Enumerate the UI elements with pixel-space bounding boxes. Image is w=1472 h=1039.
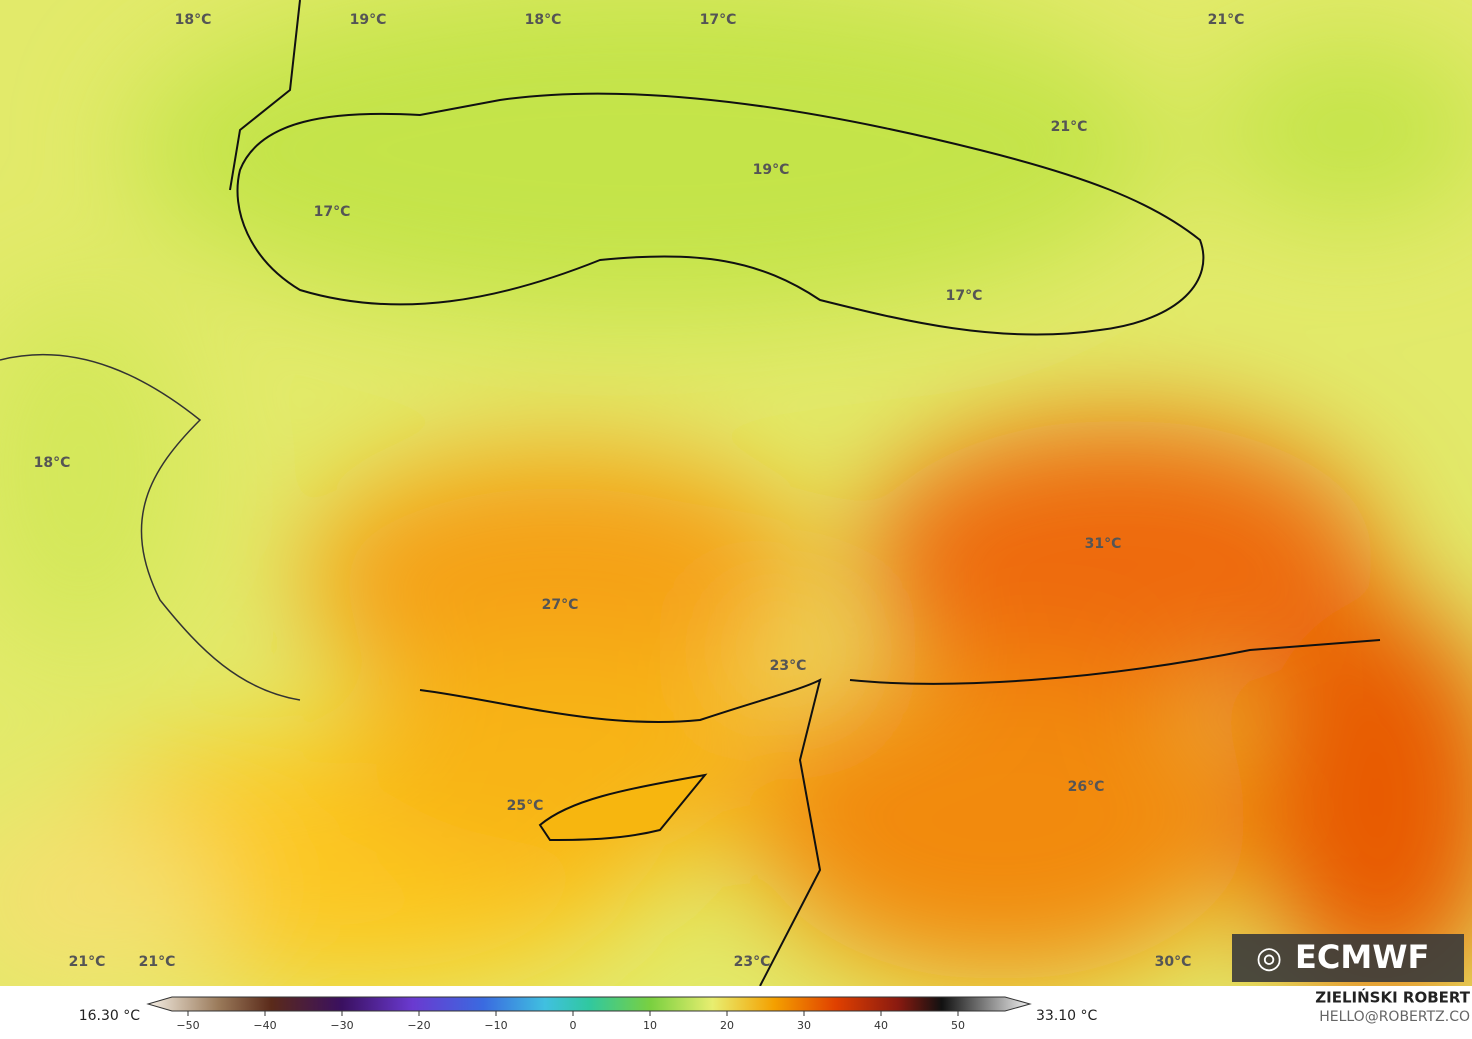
temperature-label: 17°C [946, 288, 983, 304]
colorbar-tick-label: −10 [484, 1019, 507, 1032]
colorbar-tick-label: −50 [176, 1019, 199, 1032]
temperature-label: 30°C [1155, 954, 1192, 970]
logo-mark: ◎ [1256, 941, 1282, 976]
colorbar-tick-label: 10 [643, 1019, 657, 1032]
colorbar-tick-label: 40 [874, 1019, 888, 1032]
logo-box [1232, 934, 1464, 982]
temperature-label: 19°C [753, 162, 790, 178]
temperature-label: 19°C [350, 12, 387, 28]
temperature-label: 21°C [1208, 12, 1245, 28]
colorbar-tick-label: 0 [570, 1019, 577, 1032]
temperature-label: 23°C [734, 954, 771, 970]
colorbar-min: 16.30 °C [79, 1008, 141, 1024]
temperature-label: 21°C [1051, 119, 1088, 135]
temperature-label: 21°C [69, 954, 106, 970]
temperature-label: 25°C [507, 798, 544, 814]
map-field [0, 0, 1472, 986]
temperature-label: 21°C [139, 954, 176, 970]
credit-email: HELLO@ROBERTZ.CO [1319, 1009, 1470, 1025]
colorbar-tick-label: 30 [797, 1019, 811, 1032]
temperature-label: 26°C [1068, 779, 1105, 795]
colorbar-tick-label: −40 [253, 1019, 276, 1032]
temperature-label: 31°C [1085, 536, 1122, 552]
logo: ECMWF [1295, 938, 1429, 976]
colorbar-tick-label: 20 [720, 1019, 734, 1032]
temperature-label: 17°C [700, 12, 737, 28]
colorbar-tick-label: 50 [951, 1019, 965, 1032]
colorbar-tick-label: −20 [407, 1019, 430, 1032]
temperature-label: 17°C [314, 204, 351, 220]
temperature-label: 27°C [542, 597, 579, 613]
temperature-label: 18°C [34, 455, 71, 471]
credit-name: ZIELIŃSKI ROBERT [1315, 988, 1470, 1007]
temperature-label: 18°C [175, 12, 212, 28]
colorbar-tick-label: −30 [330, 1019, 353, 1032]
temperature-label: 18°C [525, 12, 562, 28]
colorbar-max: 33.10 °C [1036, 1008, 1098, 1024]
colorbar [146, 996, 1032, 1012]
temperature-label: 23°C [770, 658, 807, 674]
